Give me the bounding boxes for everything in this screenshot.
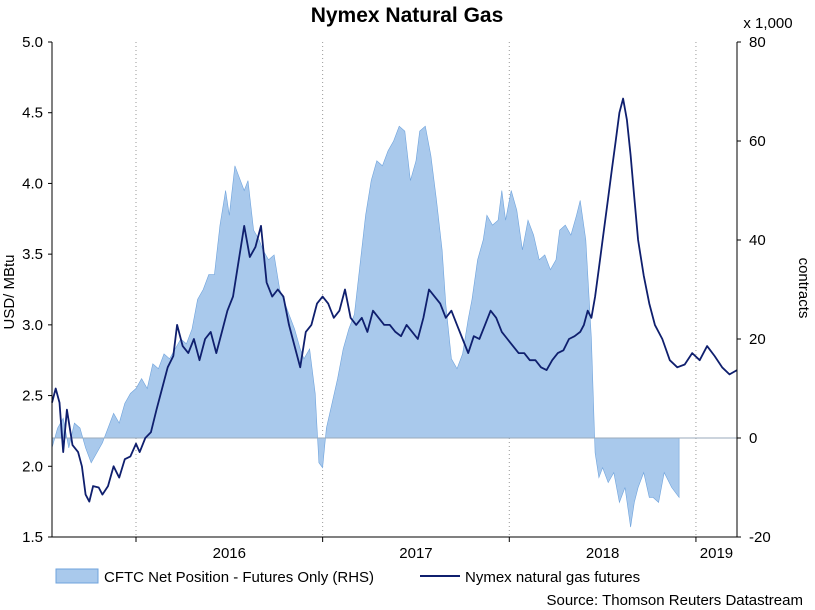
left-tick-label: 2.0 bbox=[22, 458, 43, 475]
nymex-futures-line bbox=[51, 97, 738, 503]
legend: CFTC Net Position - Futures Only (RHS) N… bbox=[55, 568, 640, 586]
left-tick-label: 4.0 bbox=[22, 175, 43, 192]
x-tick-label: 2019 bbox=[700, 545, 733, 562]
x-tick-label: 2017 bbox=[399, 545, 432, 562]
series-nymex-futures bbox=[51, 97, 738, 503]
left-tick-label: 1.5 bbox=[22, 529, 43, 546]
right-tick-label: 80 bbox=[749, 34, 766, 51]
x-tick-label: 2016 bbox=[213, 545, 246, 562]
plot-frame bbox=[51, 42, 738, 538]
left-tick-label: 5.0 bbox=[22, 34, 43, 51]
left-tick-label: 4.5 bbox=[22, 105, 43, 122]
left-tick-label: 3.5 bbox=[22, 246, 43, 263]
right-axis-multiplier: x 1,000 bbox=[743, 15, 792, 32]
left-axis-label: USD/ MBtu bbox=[1, 254, 18, 329]
right-tick-label: 20 bbox=[749, 331, 766, 348]
legend-label-cftc: CFTC Net Position - Futures Only (RHS) bbox=[104, 569, 374, 586]
legend-label-nymex: Nymex natural gas futures bbox=[465, 569, 640, 586]
x-axis-ticks: 2016 2017 2018 2019 bbox=[135, 537, 733, 562]
right-axis-label: contracts bbox=[795, 258, 812, 319]
right-axis-ticks: -20 0 20 40 60 80 bbox=[737, 34, 771, 546]
left-axis-ticks: 1.5 2.0 2.5 3.0 3.5 4.0 4.5 5.0 bbox=[22, 34, 52, 546]
x-tick-label: 2018 bbox=[586, 545, 619, 562]
chart-title: Nymex Natural Gas bbox=[311, 4, 504, 27]
legend-swatch-cftc bbox=[55, 568, 99, 584]
right-tick-label: 60 bbox=[749, 133, 766, 150]
right-tick-label: 0 bbox=[749, 430, 757, 447]
left-tick-label: 3.0 bbox=[22, 317, 43, 334]
right-tick-label: -20 bbox=[749, 529, 771, 546]
source-note: Source: Thomson Reuters Datastream bbox=[546, 592, 803, 609]
left-tick-label: 2.5 bbox=[22, 388, 43, 405]
right-tick-label: 40 bbox=[749, 232, 766, 249]
